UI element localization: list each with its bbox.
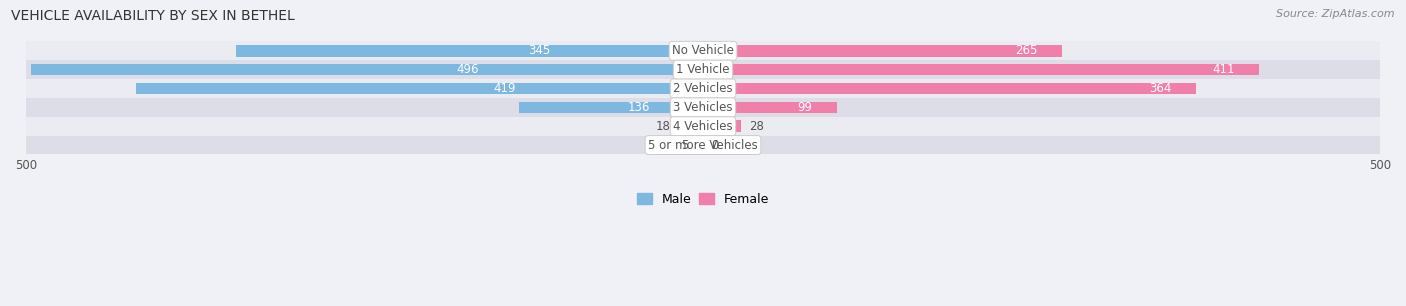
Text: 345: 345 (529, 44, 551, 57)
Bar (27, 136, 1379, 155)
Bar (27, 60, 1379, 79)
Text: 28: 28 (749, 120, 763, 133)
Text: 496: 496 (457, 63, 479, 76)
Text: 3 Vehicles: 3 Vehicles (673, 101, 733, 114)
Bar (679, 120, 703, 132)
Bar (703, 45, 1062, 57)
Bar (136, 83, 703, 94)
Text: 419: 419 (494, 82, 516, 95)
Text: 265: 265 (1015, 44, 1038, 57)
Text: 364: 364 (1149, 82, 1171, 95)
Text: 5 or more Vehicles: 5 or more Vehicles (648, 139, 758, 151)
Bar (236, 45, 703, 57)
Bar (27, 79, 1379, 98)
Text: 411: 411 (1212, 63, 1234, 76)
Text: 4 Vehicles: 4 Vehicles (673, 120, 733, 133)
Bar (27, 41, 1379, 60)
Bar (696, 139, 703, 151)
Text: 136: 136 (627, 101, 650, 114)
Text: 2 Vehicles: 2 Vehicles (673, 82, 733, 95)
Bar (519, 102, 703, 113)
Text: 99: 99 (797, 101, 813, 114)
Text: VEHICLE AVAILABILITY BY SEX IN BETHEL: VEHICLE AVAILABILITY BY SEX IN BETHEL (11, 9, 295, 23)
Bar (31, 64, 703, 76)
Bar (703, 64, 1260, 76)
Bar (703, 102, 837, 113)
Legend: Male, Female: Male, Female (631, 188, 775, 211)
Bar (703, 120, 741, 132)
Text: 1 Vehicle: 1 Vehicle (676, 63, 730, 76)
Bar (27, 117, 1379, 136)
Bar (703, 83, 1197, 94)
Text: 0: 0 (711, 139, 718, 151)
Text: Source: ZipAtlas.com: Source: ZipAtlas.com (1277, 9, 1395, 19)
Text: 18: 18 (655, 120, 671, 133)
Bar (27, 98, 1379, 117)
Text: 5: 5 (681, 139, 688, 151)
Text: No Vehicle: No Vehicle (672, 44, 734, 57)
